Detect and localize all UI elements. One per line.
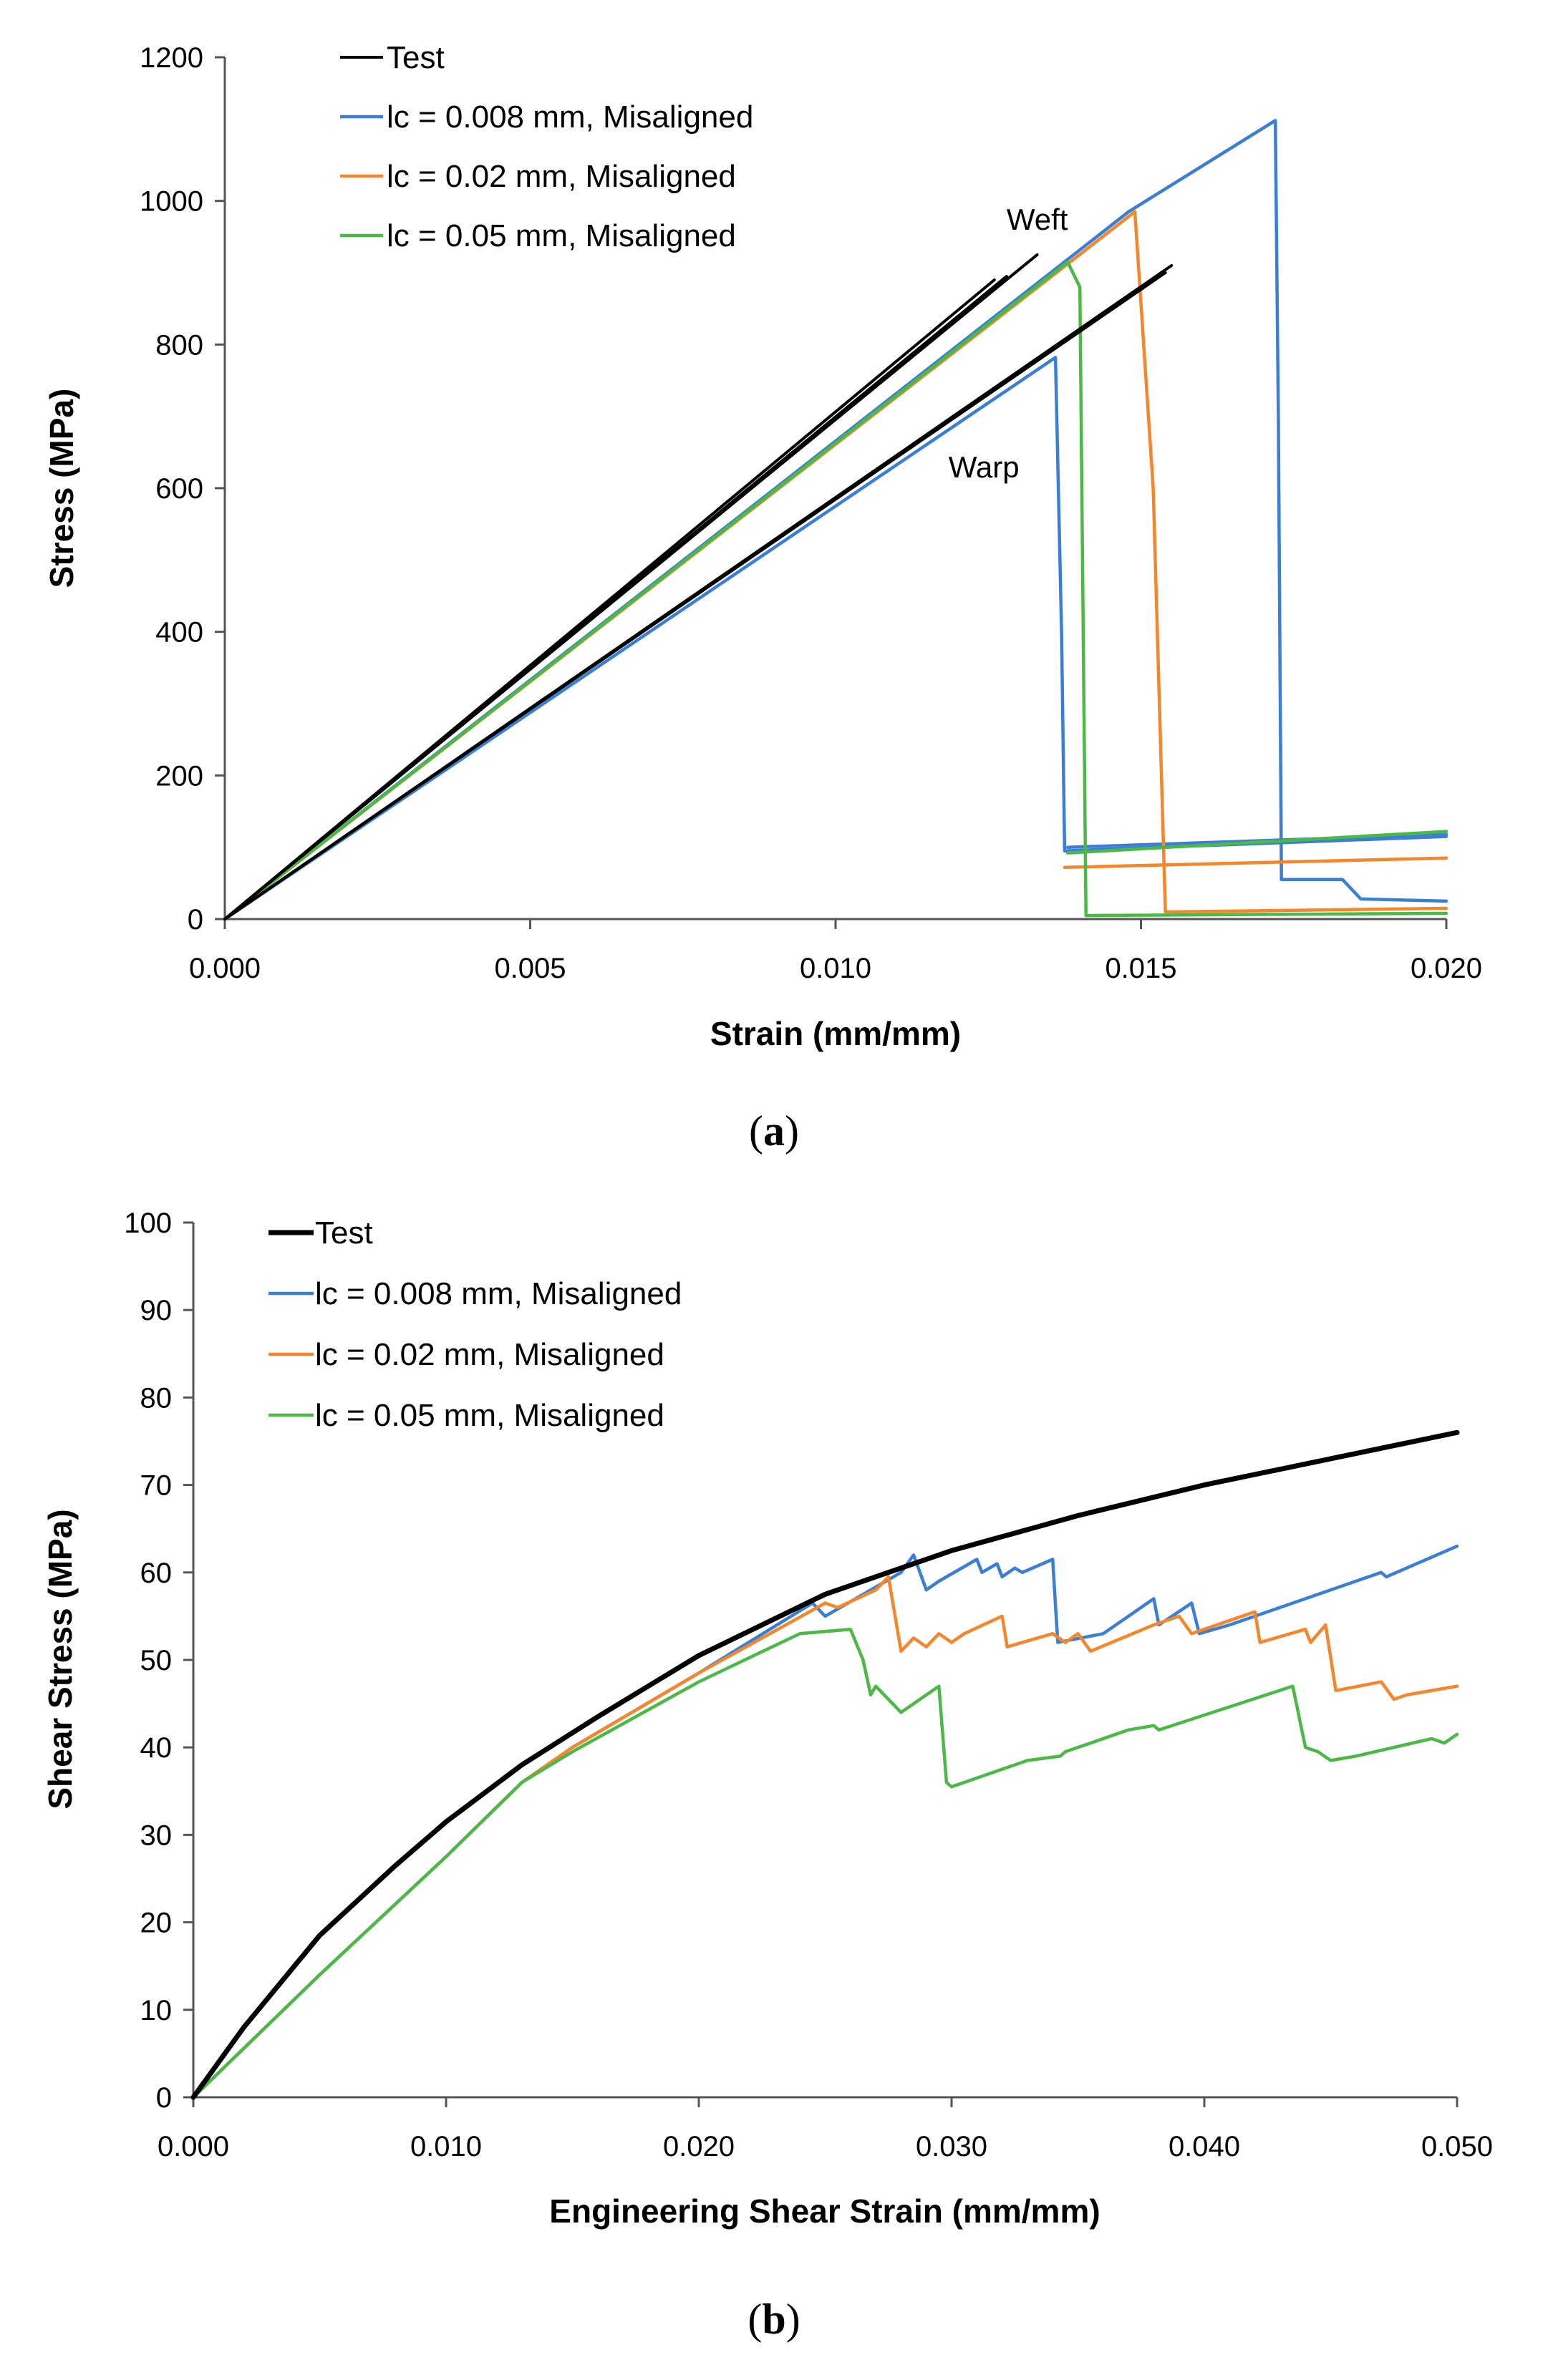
x-tick-labels: 0.000 0.005 0.010 0.015 0.020 [189,919,1482,984]
series-line-lc-0-008-mm-misaligned-weft [223,119,1448,921]
series-line-lc-0-05-mm-misaligned-weft [223,260,1448,921]
y-tick-label: 80 [140,1382,173,1414]
x-axis-label: Engineering Shear Strain (mm/mm) [549,2192,1100,2230]
annotation-weft: Weft [1007,203,1068,236]
series-lines [190,1429,1460,2100]
series-line-lc-0-02-mm-misaligned [191,1575,1459,2099]
y-tick-label: 50 [140,1645,173,1676]
y-tick-labels: 0 10 20 30 40 50 60 70 80 90 100 [124,1208,193,2114]
y-tick-label: 0 [156,2082,172,2114]
panel-caption-b: (b) [748,2296,800,2343]
series-lines [223,119,1448,921]
y-tick-label: 600 [155,473,203,505]
panel-label-b: b [762,2296,785,2343]
y-tick-label: 10 [140,1995,173,2026]
y-tick-labels: 0 200 400 600 800 1000 1200 [140,42,225,936]
series-line-lc-0-008-mm-misaligned [191,1544,1459,2099]
x-tick-label: 0.020 [663,2131,735,2162]
legend-label: lc = 0.008 mm, Misaligned [387,99,753,135]
legend-label: lc = 0.008 mm, Misaligned [315,1276,682,1311]
legend-label: lc = 0.05 mm, Misaligned [387,218,736,253]
legend-label: lc = 0.02 mm, Misaligned [315,1337,664,1372]
legend: Test lc = 0.008 mm, Misaligned lc = 0.02 m… [340,40,753,253]
x-axis-label: Strain (mm/mm) [710,1015,961,1052]
y-tick-label: 200 [155,760,203,792]
x-tick-label: 0.020 [1411,953,1482,984]
legend-label: Test [387,40,445,75]
y-tick-label: 0 [188,904,203,936]
series-line-test-warp-3 [223,264,1174,921]
y-axis-label: Stress (MPa) [43,389,80,588]
y-tick-label: 60 [140,1558,173,1589]
x-tick-label: 0.005 [494,953,566,984]
annotation-warp: Warp [949,450,1020,484]
y-tick-label: 70 [140,1470,173,1502]
x-tick-label: 0.050 [1421,2131,1493,2162]
series-line-lc-0-05-mm-misaligned-residual [1065,830,1448,855]
y-tick-label: 20 [140,1908,173,1939]
legend-label: lc = 0.02 mm, Misaligned [387,159,736,194]
y-tick-label: 40 [140,1732,173,1764]
series-line-test-weft-3 [223,253,1039,921]
y-tick-label: 400 [155,617,203,649]
legend-label: lc = 0.05 mm, Misaligned [315,1398,664,1433]
x-tick-label: 0.030 [916,2131,987,2162]
x-tick-labels: 0.000 0.010 0.020 0.030 0.040 0.050 [158,2097,1493,2162]
series-line-lc-0-02-mm-misaligned-weft [223,210,1448,921]
annotations: Weft Warp [949,203,1068,484]
y-axis-label: Shear Stress (MPa) [42,1509,79,1809]
y-tick-label: 800 [155,329,203,361]
x-tick-label: 0.000 [189,953,261,984]
y-tick-label: 90 [140,1295,173,1326]
y-tick-label: 30 [140,1820,173,1851]
x-tick-label: 0.040 [1169,2131,1240,2162]
y-tick-label: 100 [124,1208,172,1239]
y-tick-label: 1000 [140,186,203,218]
y-tick-label: 1200 [140,42,203,74]
x-tick-label: 0.015 [1105,953,1176,984]
x-tick-label: 0.000 [158,2131,229,2162]
legend-label: Test [315,1215,373,1250]
series-line-lc-0-05-mm-misaligned [191,1627,1459,2099]
series-line-test [190,1429,1460,2100]
legend: Test lc = 0.008 mm, Misaligned lc = 0.02 m… [269,1215,682,1433]
x-tick-label: 0.010 [800,953,871,984]
panel-label-a: a [763,1107,785,1155]
x-tick-label: 0.010 [410,2131,482,2162]
panel-caption-a: (a) [749,1107,799,1155]
series-line-lc-0-02-mm-misaligned-warp [1063,856,1448,870]
